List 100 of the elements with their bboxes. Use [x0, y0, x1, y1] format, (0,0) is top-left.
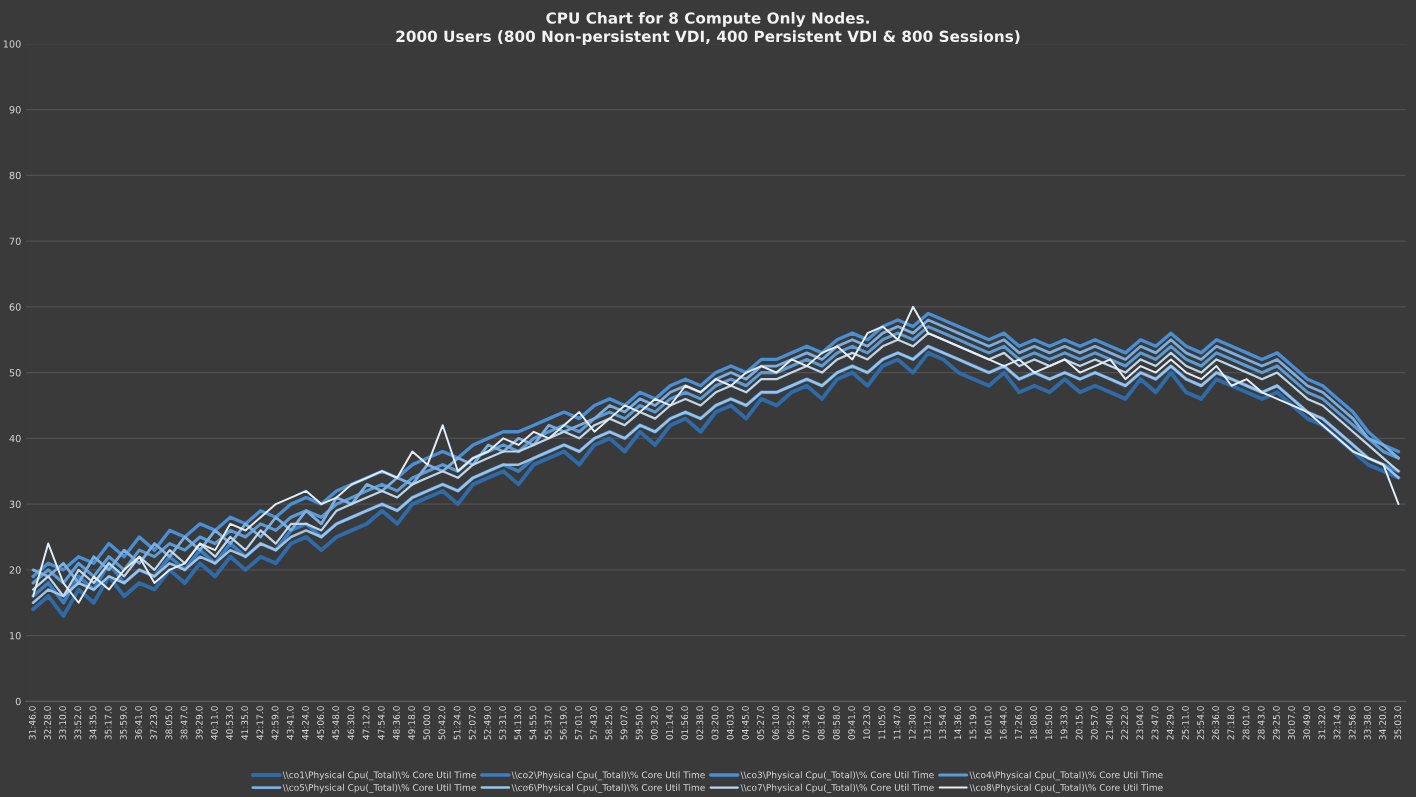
x-tick-label: 43:41.0 [286, 706, 294, 740]
x-tick-label: 32:14.0 [1333, 706, 1341, 740]
x-tick-label: 16:44.0 [999, 706, 1007, 740]
x-tick-label: 54:55.0 [529, 706, 537, 740]
x-tick-label: 34:20.0 [1379, 706, 1386, 740]
x-tick-label: 10:23.0 [863, 706, 871, 740]
x-tick-label: 24:29.0 [1166, 706, 1174, 740]
x-tick-label: 41:35.0 [241, 706, 249, 740]
y-tick-label: 40 [9, 434, 21, 443]
x-tick-label: 45:06.0 [317, 706, 324, 740]
x-tick-label: 01:14.0 [666, 706, 673, 740]
x-tick-label: 33:10.0 [59, 706, 67, 740]
x-tick-label: 15:19.0 [969, 706, 977, 740]
legend-label: \\co8\Physical Cpu(_Total)\% Core Util Time [969, 783, 1163, 793]
x-tick-label: 34:35.0 [89, 706, 97, 740]
x-tick-label: 56:19.0 [559, 706, 567, 740]
x-tick-label: 47:54.0 [377, 706, 385, 740]
x-tick-label: 04:03.0 [726, 706, 734, 740]
x-tick-label: 13:12.0 [923, 706, 931, 740]
x-tick-label: 42:17.0 [256, 706, 264, 740]
x-tick-label: 09:41.0 [848, 706, 855, 740]
x-tick-label: 31:32.0 [1318, 706, 1326, 740]
x-tick-label: 21:40.0 [1106, 706, 1113, 740]
x-tick-label: 36:41.0 [135, 706, 142, 740]
x-tick-label: 35:59.0 [119, 706, 127, 740]
x-tick-label: 23:04.0 [1136, 706, 1144, 740]
x-tick-label: 49:18.0 [408, 706, 415, 740]
x-tick-label: 23:47.0 [1151, 706, 1159, 740]
x-tick-label: 42:59.0 [271, 706, 279, 740]
x-tick-label: 27:18.0 [1227, 706, 1235, 740]
x-tick-label: 04:45.0 [741, 706, 749, 740]
x-tick-label: 08:58.0 [832, 706, 840, 740]
x-tick-label: 48:36.0 [392, 706, 400, 740]
x-tick-label: 16:01.0 [984, 706, 992, 740]
x-tick-label: 20:15.0 [1075, 706, 1083, 740]
y-tick-label: 10 [10, 632, 21, 640]
x-tick-label: 32:56.0 [1348, 706, 1356, 740]
x-tick-label: 25:54.0 [1197, 706, 1204, 740]
x-tick-label: 22:22.0 [1121, 706, 1129, 740]
x-tick-label: 52:07.0 [468, 706, 476, 740]
legend-label: \\co6\Physical Cpu(_Total)\% Core Util Time [511, 783, 705, 793]
legend-label: \\co3\Physical Cpu(_Total)\% Core Util Time [740, 771, 934, 781]
y-tick-label: 50 [9, 369, 21, 377]
x-tick-label: 00:32.0 [650, 706, 658, 740]
x-tick-label: 01:56.0 [681, 706, 689, 740]
x-tick-label: 18:50.0 [1045, 706, 1053, 740]
x-tick-label: 08:16.0 [817, 706, 825, 740]
x-tick-label: 32:28.0 [44, 706, 51, 740]
legend-label: \\co1\Physical Cpu(_Total)\% Core Util Time [282, 771, 476, 781]
x-tick-label: 55:37.0 [544, 706, 552, 740]
x-tick-label: 52:49.0 [484, 706, 491, 740]
x-tick-label: 33:52.0 [74, 706, 82, 740]
legend-label: \\co2\Physical Cpu(_Total)\% Core Util Time [511, 771, 705, 781]
legend-label: \\co5\Physical Cpu(_Total)\% Core Util Time [282, 783, 476, 793]
x-tick-label: 31:46.0 [28, 706, 36, 740]
x-tick-label: 18:08.0 [1030, 706, 1038, 740]
x-tick-label: 13:54.0 [939, 706, 946, 740]
y-tick-label: 100 [3, 40, 21, 48]
y-tick-label: 90 [9, 106, 21, 114]
x-tick-label: 35:17.0 [104, 706, 112, 740]
x-tick-label: 54:13.0 [514, 706, 522, 740]
y-tick-label: 30 [9, 500, 21, 508]
y-tick-label: 20 [9, 566, 21, 574]
x-tick-label: 40:53.0 [226, 706, 233, 740]
x-tick-label: 19:33.0 [1060, 706, 1068, 740]
chart-subtitle: 2000 Users (800 Non-persistent VDI, 400 Persistent VDI & 800 Sessions) [396, 30, 1020, 46]
x-tick-label: 11:47.0 [893, 706, 901, 740]
x-tick-label: 59:07.0 [620, 706, 628, 740]
x-tick-label: 59:50.0 [635, 706, 643, 740]
x-tick-label: 28:43.0 [1257, 706, 1265, 740]
x-tick-label: 12:30.0 [908, 706, 916, 740]
y-tick-label: 80 [9, 171, 21, 180]
x-tick-label: 14:36.0 [954, 706, 962, 740]
x-tick-label: 11:05.0 [878, 706, 886, 740]
x-tick-label: 26:36.0 [1212, 706, 1220, 740]
x-tick-label: 29:25.0 [1272, 706, 1280, 740]
x-tick-label: 25:11.0 [1181, 706, 1189, 740]
x-tick-label: 20:57.0 [1090, 706, 1098, 740]
x-tick-label: 57:43.0 [590, 706, 598, 740]
x-tick-label: 07:34.0 [802, 706, 810, 740]
x-tick-label: 03:20.0 [711, 706, 719, 740]
x-tick-label: 50:00.0 [423, 706, 431, 740]
x-tick-label: 37:23.0 [150, 706, 158, 740]
chart-title: CPU Chart for 8 Compute Only Nodes. [546, 11, 869, 27]
x-tick-label: 30:07.0 [1288, 706, 1295, 740]
x-tick-label: 33:38.0 [1363, 706, 1371, 740]
x-tick-label: 30:49.0 [1303, 706, 1311, 740]
x-tick-label: 50:42.0 [438, 706, 446, 740]
x-tick-label: 47:12.0 [362, 706, 370, 740]
legend-label: \\co4\Physical Cpu(_Total)\% Core Util Time [969, 771, 1163, 781]
x-tick-label: 06:10.0 [772, 706, 780, 740]
x-tick-label: 44:24.0 [301, 706, 309, 740]
x-tick-label: 57:01.0 [575, 706, 582, 740]
x-tick-label: 28:01.0 [1242, 706, 1250, 740]
x-tick-label: 02:38.0 [696, 706, 704, 740]
x-tick-label: 05:27.0 [757, 706, 764, 740]
x-tick-label: 38:47.0 [180, 706, 188, 740]
x-tick-label: 17:26.0 [1015, 706, 1022, 740]
legend-label: \\co7\Physical Cpu(_Total)\% Core Util Time [740, 783, 934, 793]
x-tick-label: 51:24.0 [453, 706, 461, 740]
